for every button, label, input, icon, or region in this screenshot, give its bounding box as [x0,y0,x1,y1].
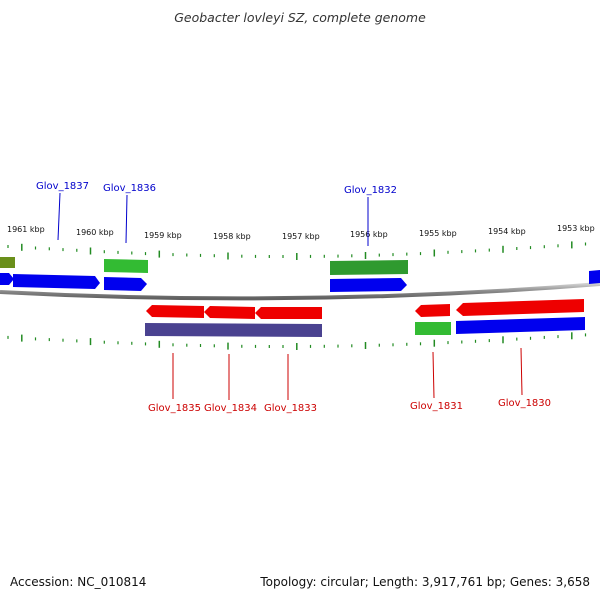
accession-text: Accession: NC_010814 [10,575,147,589]
kbp-label-1961: 1961 kbp [7,225,45,234]
feature-glov-1836-rna[interactable] [104,259,148,273]
kbp-label-1955: 1955 kbp [419,229,457,238]
kbp-label-1960: 1960 kbp [76,228,114,237]
kbp-label-1953: 1953 kbp [557,224,595,233]
genome-stats-text: Topology: circular; Length: 3,917,761 bp… [260,575,590,589]
feature-glov-1832-rna[interactable] [330,260,408,275]
gene-glov-1835[interactable] [146,305,204,318]
gene-glov-1831[interactable] [415,304,450,317]
kbp-label-1958: 1958 kbp [213,232,251,241]
leader-line-glov-1837 [57,192,61,241]
leader-line-glov-1836 [125,194,128,244]
feature-glov-1831-rna[interactable] [415,322,451,335]
gene-glov-1830[interactable] [456,299,584,316]
partial-feature-left[interactable] [0,257,15,268]
genome-backbone [0,282,600,301]
leader-line-glov-1831 [432,351,435,399]
kbp-label-1959: 1959 kbp [144,231,182,240]
leader-line-glov-1830 [520,347,523,396]
forward-cds-right-edge[interactable] [589,270,600,284]
label-glov-1835[interactable]: Glov_1835 [148,403,201,414]
label-glov-1837[interactable]: Glov_1837 [36,181,89,192]
label-glov-1834[interactable]: Glov_1834 [204,403,257,414]
gene-glov-1833[interactable] [255,307,322,319]
label-glov-1832[interactable]: Glov_1832 [344,185,397,196]
label-glov-1836[interactable]: Glov_1836 [103,183,156,194]
forward-cds-left-edge[interactable] [0,273,14,285]
forward-cds-lower-right[interactable] [456,317,585,334]
kbp-label-1954: 1954 kbp [488,227,526,236]
inner-tick-row [7,332,587,350]
label-glov-1831[interactable]: Glov_1831 [410,401,463,412]
gene-glov-1836[interactable] [104,277,147,291]
kbp-label-1956: 1956 kbp [350,230,388,239]
outer-tick-row [7,241,587,260]
map-title: Geobacter lovleyi SZ, complete genome [174,10,426,25]
gene-glov-1834[interactable] [204,306,255,319]
label-glov-1833[interactable]: Glov_1833 [264,403,317,414]
kbp-label-1957: 1957 kbp [282,232,320,241]
label-glov-1830[interactable]: Glov_1830 [498,398,551,409]
gene-glov-1837[interactable] [13,274,100,289]
gene-glov-1832[interactable] [330,278,407,292]
reverse-other-feature[interactable] [145,323,322,337]
